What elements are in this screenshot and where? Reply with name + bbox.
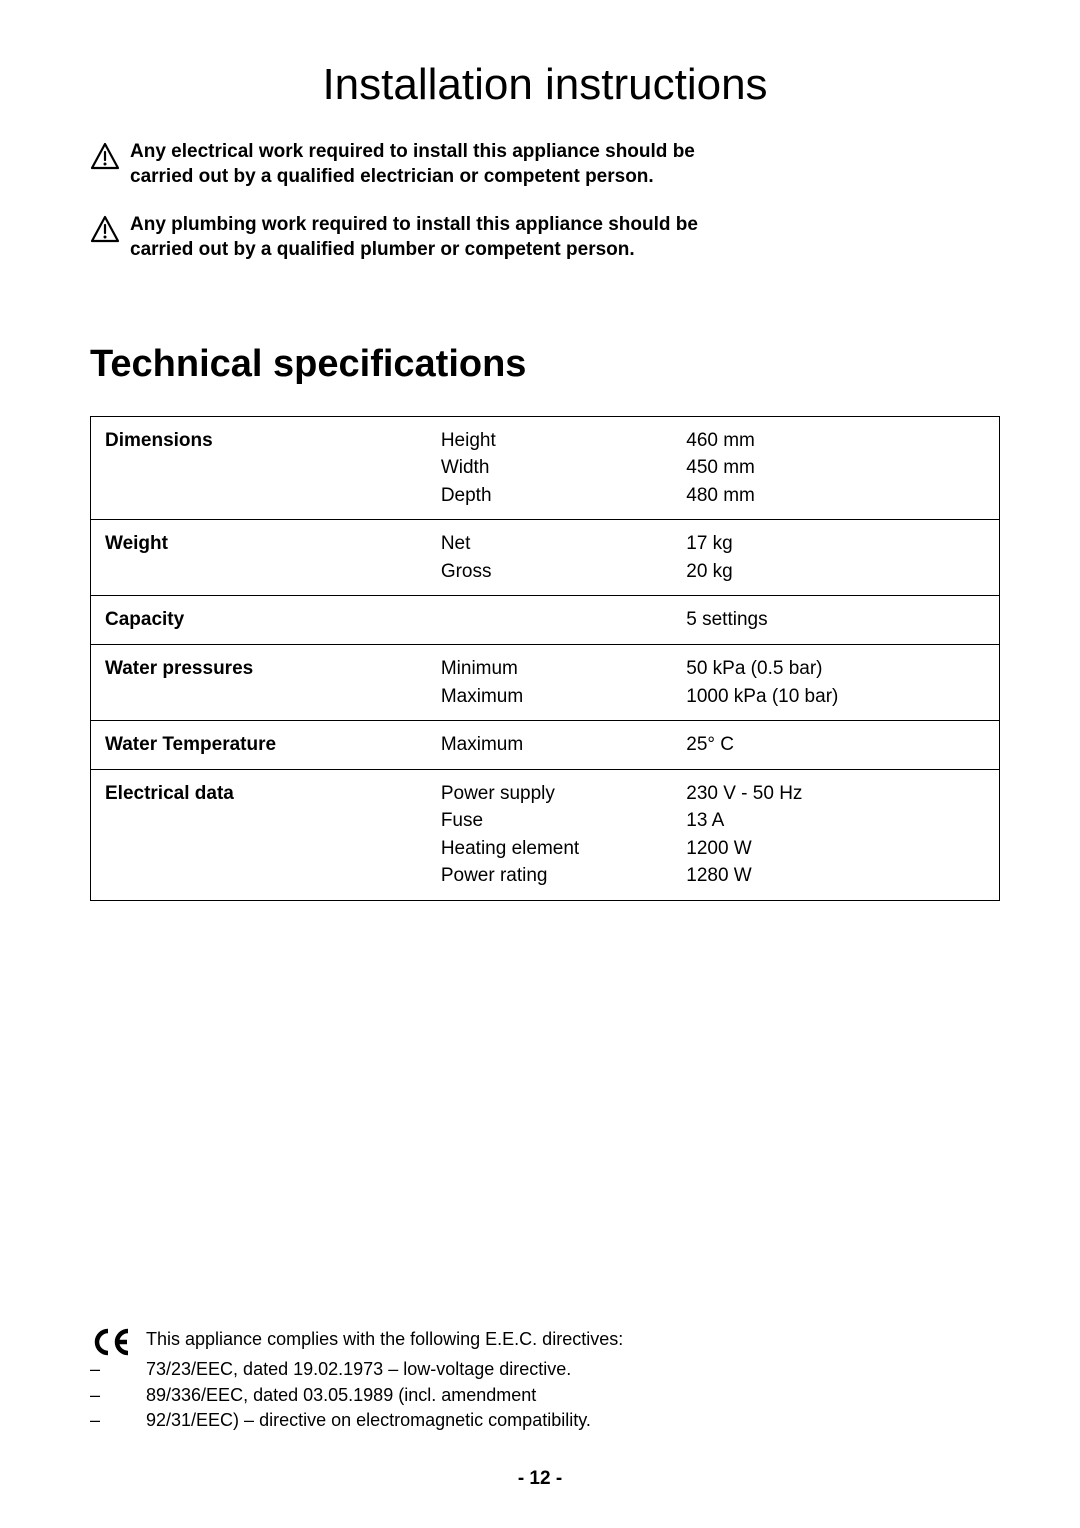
spec-value: 5 settings — [672, 596, 999, 645]
warning-text: Any electrical work required to install … — [130, 140, 730, 189]
spec-param: HeightWidthDepth — [427, 416, 672, 520]
main-title: Installation instructions — [90, 60, 1000, 110]
spec-label: Electrical data — [91, 769, 427, 900]
spec-table: DimensionsHeightWidthDepth460 mm450 mm48… — [90, 416, 1000, 901]
warning-text: Any plumbing work required to install th… — [130, 213, 730, 262]
spec-param: Maximum — [427, 721, 672, 770]
dash: – — [90, 1408, 146, 1433]
dash: – — [90, 1357, 146, 1382]
table-row: Water TemperatureMaximum25° C — [91, 721, 1000, 770]
spec-value: 25° C — [672, 721, 999, 770]
spec-value: 230 V - 50 Hz13 A1200 W1280 W — [672, 769, 999, 900]
spec-value: 17 kg20 kg — [672, 520, 999, 596]
warning-icon — [90, 142, 120, 170]
section-title: Technical specifications — [90, 343, 1000, 386]
ce-directive: 73/23/EEC, dated 19.02.1973 – low-voltag… — [146, 1357, 571, 1382]
spec-param — [427, 596, 672, 645]
ce-mark-icon — [90, 1327, 132, 1357]
spec-label: Capacity — [91, 596, 427, 645]
ce-compliance: This appliance complies with the followi… — [90, 1327, 1000, 1433]
warning-electrical: Any electrical work required to install … — [90, 140, 730, 189]
spec-value: 50 kPa (0.5 bar)1000 kPa (10 bar) — [672, 645, 999, 721]
spec-label: Water pressures — [91, 645, 427, 721]
ce-directive: 89/336/EEC, dated 03.05.1989 (incl. amen… — [146, 1383, 536, 1408]
spec-label: Weight — [91, 520, 427, 596]
spec-value: 460 mm450 mm480 mm — [672, 416, 999, 520]
spec-label: Dimensions — [91, 416, 427, 520]
ce-intro: This appliance complies with the followi… — [146, 1327, 623, 1352]
table-row: Water pressuresMinimumMaximum50 kPa (0.5… — [91, 645, 1000, 721]
spec-label: Water Temperature — [91, 721, 427, 770]
warning-plumbing: Any plumbing work required to install th… — [90, 213, 730, 262]
spec-param: MinimumMaximum — [427, 645, 672, 721]
table-row: WeightNetGross17 kg20 kg — [91, 520, 1000, 596]
spec-param: NetGross — [427, 520, 672, 596]
table-row: Capacity 5 settings — [91, 596, 1000, 645]
dash: – — [90, 1383, 146, 1408]
ce-directive: 92/31/EEC) – directive on electromagneti… — [146, 1408, 591, 1433]
warning-icon — [90, 215, 120, 243]
table-row: DimensionsHeightWidthDepth460 mm450 mm48… — [91, 416, 1000, 520]
table-row: Electrical dataPower supplyFuseHeating e… — [91, 769, 1000, 900]
page-number: - 12 - — [0, 1468, 1080, 1490]
spec-param: Power supplyFuseHeating elementPower rat… — [427, 769, 672, 900]
